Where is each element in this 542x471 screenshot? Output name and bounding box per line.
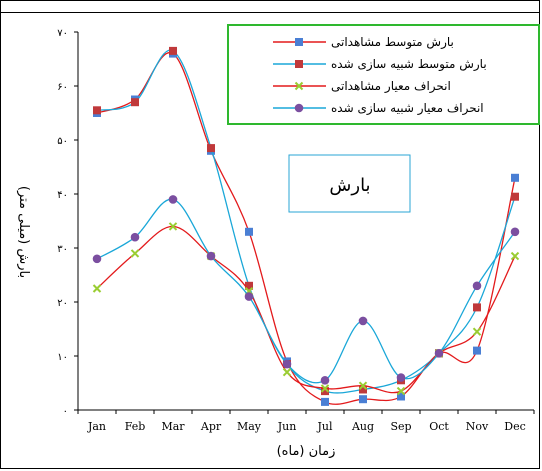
series-group [92, 46, 520, 406]
x-tick-label: May [237, 420, 262, 433]
x-axis-title: زمان (ماه) [277, 444, 336, 459]
data-point [396, 373, 406, 382]
data-point [396, 386, 406, 396]
x-tick-label: Feb [125, 420, 146, 433]
data-point [169, 46, 177, 55]
data-point [168, 222, 178, 231]
data-point [473, 346, 481, 355]
x-tick-label: Jul [316, 420, 332, 433]
data-point [359, 395, 367, 404]
x-tick-label: Nov [466, 420, 489, 433]
x-tick-label: Aug [351, 420, 374, 433]
data-point [92, 254, 102, 264]
legend-marker [295, 38, 303, 46]
data-point [358, 316, 368, 326]
data-point [92, 284, 102, 293]
data-point [510, 251, 520, 261]
legend-item: انحراف معیار مشاهداتی [273, 79, 451, 94]
data-point [282, 367, 292, 377]
y-tick-label: ۴۰ [57, 190, 68, 201]
x-tick-label: Sep [390, 420, 411, 433]
y-tick-label: ۱۰ [57, 352, 68, 363]
x-tick-label: Apr [200, 420, 222, 433]
data-point [130, 232, 140, 242]
legend-item: انحراف معیار شبیه سازی شده [273, 101, 484, 116]
x-tick-label: Jun [277, 420, 297, 433]
data-point [131, 98, 139, 107]
data-point [511, 173, 519, 182]
callout-label: بارش [329, 175, 370, 196]
y-tick-label: ۵۰ [57, 136, 68, 147]
legend-marker [294, 103, 304, 113]
legend-label: بارش متوسط شبیه سازی شده [331, 57, 487, 72]
data-point [472, 281, 482, 291]
series-line [96, 198, 516, 384]
y-tick-label: ۳۰ [57, 244, 68, 255]
data-point [358, 381, 368, 390]
data-point [93, 106, 101, 115]
data-point [282, 359, 292, 369]
data-point [434, 349, 444, 358]
legend-item: بارش متوسط مشاهداتی [273, 35, 454, 50]
legend-label: انحراف معیار مشاهداتی [331, 79, 451, 94]
legend-item: بارش متوسط شبیه سازی شده [273, 57, 487, 72]
data-point [320, 384, 330, 393]
series-3 [92, 222, 520, 396]
y-ticks: ۰ ۱۰ ۲۰ ۳۰ ۴۰ ۵۰ ۶۰ ۷۰ [57, 28, 78, 417]
legend-marker [295, 60, 303, 68]
data-point [472, 327, 482, 336]
data-point [244, 292, 254, 301]
data-point [473, 303, 481, 312]
data-point [206, 251, 216, 261]
data-point [245, 227, 253, 236]
top-strip [0, 0, 540, 13]
legend-marker [294, 81, 304, 91]
data-point [207, 144, 215, 153]
data-point [511, 192, 519, 201]
callout-box: بارش [288, 154, 411, 213]
y-tick-label: ۰ [63, 406, 68, 417]
series-line [96, 225, 516, 394]
data-point [130, 249, 140, 258]
x-tick-label: Jan [87, 420, 106, 433]
x-ticks: Jan Feb Mar Apr May Jun Jul Aug Sep Oct Nov Dec [77, 410, 535, 433]
y-tick-label: ۷۰ [57, 28, 68, 39]
y-axis-title: بارش (میلی متر) [16, 186, 31, 278]
x-tick-label: Oct [429, 420, 449, 433]
y-tick-label: ۲۰ [57, 298, 68, 309]
data-point [321, 397, 329, 406]
series-4 [92, 195, 520, 385]
legend-label: بارش متوسط مشاهداتی [331, 35, 454, 50]
data-point [320, 376, 330, 385]
data-point [397, 392, 405, 401]
legend: بارش متوسط مشاهداتی بارش متوسط شبیه سازی … [227, 24, 540, 125]
y-tick-label: ۶۰ [57, 82, 68, 93]
x-tick-label: Dec [504, 420, 526, 433]
data-point [510, 227, 520, 237]
data-point [168, 195, 178, 204]
legend-label: انحراف معیار شبیه سازی شده [331, 101, 484, 116]
x-tick-label: Mar [161, 420, 185, 433]
